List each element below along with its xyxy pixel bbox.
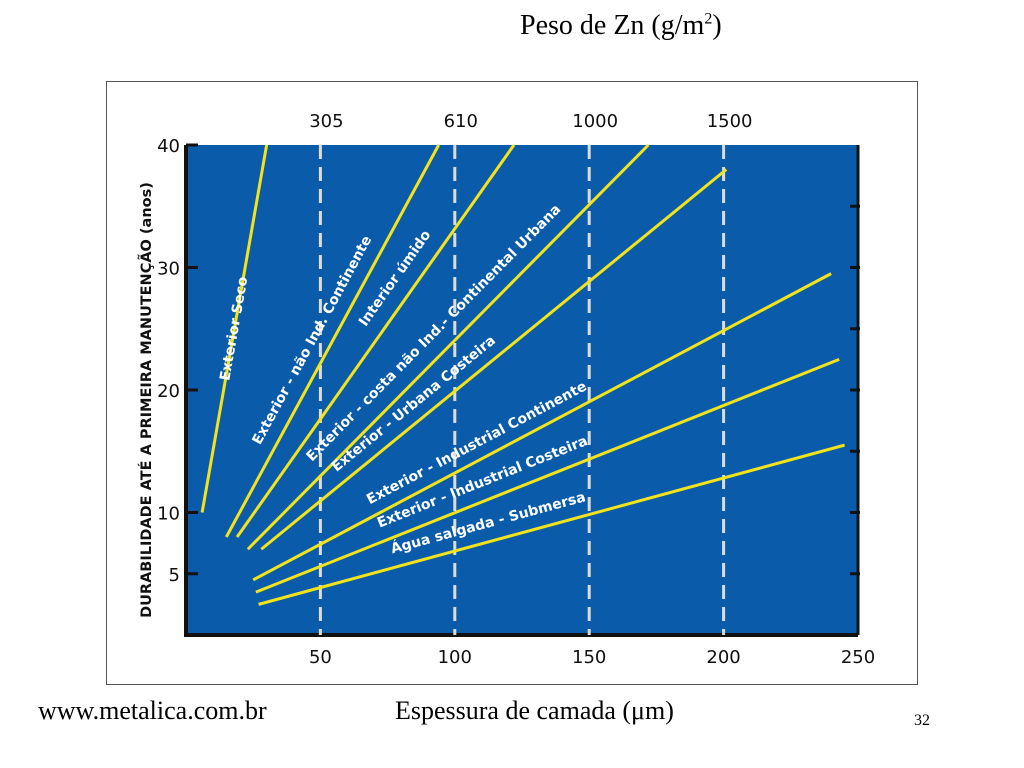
- series-line: [225, 144, 440, 538]
- chart-frame: 5 10 20 30 40 50 100 150 200 250 305 610 1000 1500 DUR…: [106, 81, 918, 685]
- durability-chart: 5 10 20 30 40 50 100 150 200 250 305 610 1000 1500 DUR…: [138, 111, 875, 668]
- top-title-close: ): [712, 10, 722, 41]
- x-tick-label: 100: [438, 647, 472, 668]
- plot-area: [186, 145, 858, 635]
- x-tick-label: 250: [841, 647, 875, 668]
- series-line: [200, 144, 269, 513]
- series-line: [252, 272, 832, 582]
- x-tick-label: 150: [572, 647, 606, 668]
- series-line: [260, 168, 728, 551]
- x-axis-title: Espessura de camada (μm): [395, 696, 674, 725]
- chart-top-title: Peso de Zn (g/m2): [520, 10, 722, 42]
- y-tick-label: 10: [157, 504, 180, 525]
- series-line: [235, 144, 516, 538]
- x-tick-label: 200: [706, 647, 740, 668]
- y-tick-label: 30: [157, 259, 180, 280]
- top-axis-label: 1500: [707, 111, 753, 132]
- page-number: 32: [914, 712, 930, 729]
- website-label: www.metalica.com.br: [38, 696, 267, 725]
- series-line: [246, 143, 650, 551]
- y-tick-label: 40: [157, 136, 180, 157]
- y-axis-title: DURABILIDADE ATÉ A PRIMEIRA MANUTENÇÃO (…: [138, 182, 155, 618]
- series-line: [255, 357, 840, 594]
- top-axis-label: 610: [444, 111, 478, 132]
- top-title-text: Peso de Zn (g/m: [520, 10, 705, 41]
- top-axis-label: 1000: [572, 111, 618, 132]
- top-axis-label: 305: [309, 111, 343, 132]
- y-tick-label: 5: [169, 565, 180, 586]
- top-title-superscript: 2: [704, 10, 713, 28]
- x-tick-label: 50: [309, 647, 332, 668]
- series-line: [258, 443, 845, 606]
- y-tick-label: 20: [157, 381, 180, 402]
